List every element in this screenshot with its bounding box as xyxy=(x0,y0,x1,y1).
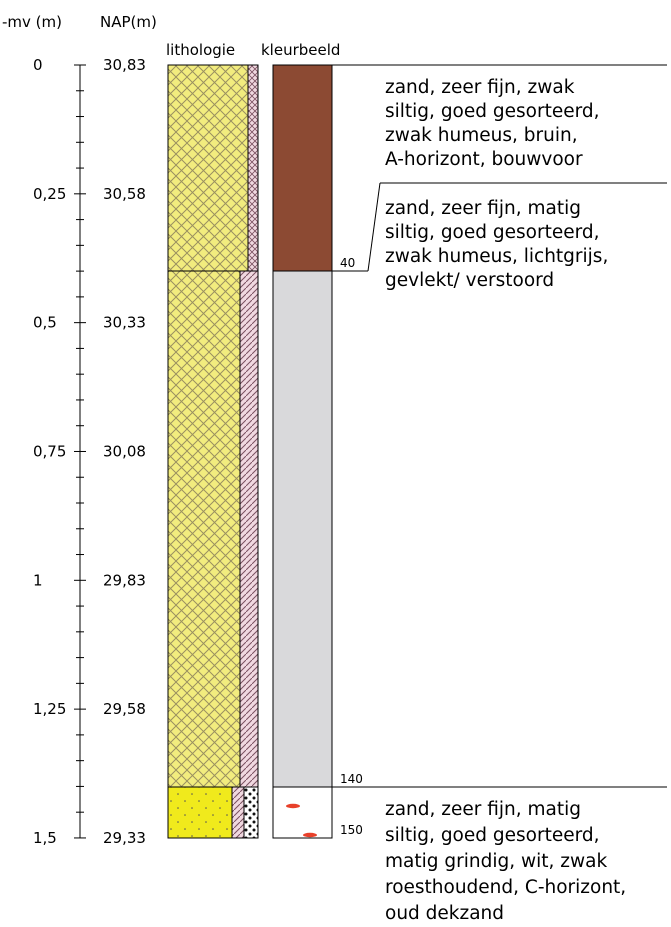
boundary-label-140: 140 xyxy=(340,772,363,786)
layer-4-line-3: matig grindig, wit, zwak xyxy=(385,851,607,872)
nap-depth-label: 30,33 xyxy=(103,314,146,332)
boundary-40-diagonal xyxy=(367,182,381,272)
lithology-sand-upper xyxy=(167,64,249,272)
header-lithology: lithologie xyxy=(166,41,235,59)
colour-white xyxy=(272,786,333,839)
nap-depth-label: 30,58 xyxy=(103,185,146,203)
layer-2-line-4: gevlekt/ verstoord xyxy=(385,270,554,291)
layer-2-line-3: zwak humeus, lichtgrijs, xyxy=(385,246,608,267)
lithology-silt-middle xyxy=(239,270,259,788)
layer-4-line-5: oud dekzand xyxy=(385,903,504,924)
mv-depth-label: 0,75 xyxy=(33,442,66,460)
nap-depth-label: 29,83 xyxy=(103,571,146,589)
header-colour: kleurbeeld xyxy=(261,41,340,59)
rust-spot-1 xyxy=(286,803,300,809)
colour-column xyxy=(272,64,333,839)
lithology-gravel-lower xyxy=(243,786,259,839)
layer-4-line-1: zand, zeer fijn, matig xyxy=(385,799,581,820)
lithology-column xyxy=(167,64,259,839)
boundary-label-150: 150 xyxy=(340,823,363,837)
header-nap: NAP(m) xyxy=(100,13,157,31)
lithology-silt-lower xyxy=(231,786,245,839)
layer-1-line-4: A-horizont, bouwvoor xyxy=(385,149,583,170)
layer-4-line-2: siltig, goed gesorteerd, xyxy=(385,825,600,846)
header-mv: -mv (m) xyxy=(2,13,62,31)
layer-1-line-1: zand, zeer fijn, zwak xyxy=(385,77,575,98)
layer-1-line-2: siltig, goed gesorteerd, xyxy=(385,101,600,122)
lithology-silt-upper xyxy=(247,64,259,272)
mv-depth-label: 1,5 xyxy=(33,829,57,847)
mv-depth-label: 0,25 xyxy=(33,185,66,203)
mv-depth-label: 0 xyxy=(33,56,43,74)
mv-depth-label: 1 xyxy=(33,571,43,589)
mv-depth-label: 1,25 xyxy=(33,700,66,718)
lithology-sand-lower xyxy=(167,786,233,839)
nap-depth-label: 30,08 xyxy=(103,442,146,460)
layer-4-line-4: roesthoudend, C-horizont, xyxy=(385,877,626,898)
layer-4-description: zand, zeer fijn, matig siltig, goed geso… xyxy=(385,799,626,924)
nap-depth-label: 30,83 xyxy=(103,56,146,74)
layer-1-description: zand, zeer fijn, zwak siltig, goed gesor… xyxy=(385,77,600,170)
layer-1-line-3: zwak humeus, bruin, xyxy=(385,125,578,146)
boundary-lines xyxy=(332,64,667,788)
colour-light-grey xyxy=(272,270,333,788)
layer-2-line-2: siltig, goed gesorteerd, xyxy=(385,222,600,243)
depth-axis: 0 30,83 0,25 30,58 0,5 30,33 0,75 30,08 1 29,83 1,… xyxy=(33,56,146,847)
colour-brown xyxy=(272,64,333,272)
lithology-sand-middle xyxy=(167,270,241,788)
mv-depth-label: 0,5 xyxy=(33,314,57,332)
axis-ticks xyxy=(74,64,86,839)
rust-spot-2 xyxy=(303,832,317,838)
layer-2-line-1: zand, zeer fijn, matig xyxy=(385,198,581,219)
nap-depth-label: 29,58 xyxy=(103,700,146,718)
boundary-label-40: 40 xyxy=(340,256,355,270)
layer-2-description: zand, zeer fijn, matig siltig, goed geso… xyxy=(385,198,608,291)
nap-depth-label: 29,33 xyxy=(103,829,146,847)
axis-labels: 0 30,83 0,25 30,58 0,5 30,33 0,75 30,08 1 29,83 1,… xyxy=(33,56,146,847)
